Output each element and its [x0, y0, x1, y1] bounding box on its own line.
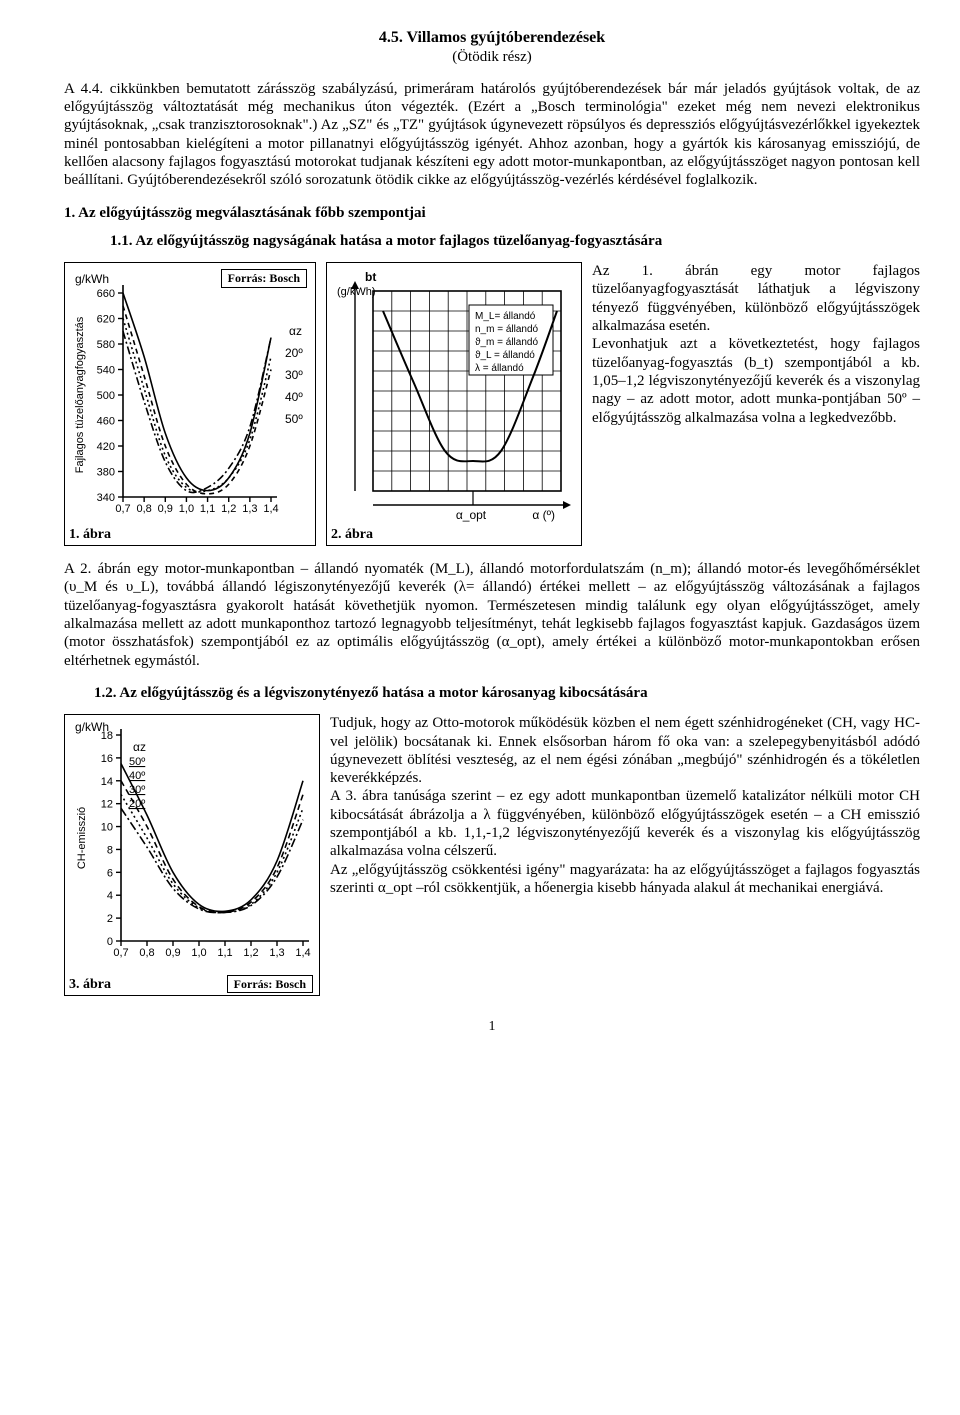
svg-text:(g/kWh): (g/kWh): [337, 286, 376, 298]
svg-text:10: 10: [101, 822, 113, 834]
svg-text:0,8: 0,8: [139, 947, 154, 959]
svg-text:1,2: 1,2: [221, 503, 236, 515]
svg-text:ϑ_L = állandó: ϑ_L = állandó: [475, 350, 535, 361]
svg-text:0,9: 0,9: [158, 503, 173, 515]
figure-1-chart: 340 380 420 460 500 540 580 620 660 0,7 0,8 0,9 1,0 1…: [69, 265, 311, 523]
section-1-1-heading: 1.1. Az előgyújtásszög nagyságának hatás…: [110, 232, 920, 250]
figure-2-frame: bt (g/kWh) M_L= állandó n_m = állandó ϑ_m = …: [326, 262, 582, 546]
svg-text:0,7: 0,7: [115, 503, 130, 515]
svg-text:1,0: 1,0: [179, 503, 194, 515]
svg-text:20º: 20º: [285, 346, 303, 360]
svg-text:6: 6: [107, 868, 113, 880]
svg-text:40º: 40º: [285, 390, 303, 404]
svg-text:1,3: 1,3: [242, 503, 257, 515]
figure-1-source: Forrás: Bosch: [221, 269, 307, 288]
section-1-2-heading: 1.2. Az előgyújtásszög és a légviszonyté…: [94, 684, 920, 702]
svg-text:660: 660: [97, 288, 115, 300]
svg-text:500: 500: [97, 390, 115, 402]
svg-text:30º: 30º: [285, 368, 303, 382]
svg-text:λ = állandó: λ = állandó: [475, 363, 524, 374]
figure-2-label: 2. ábra: [331, 526, 373, 543]
svg-text:αz: αz: [289, 324, 302, 338]
section-1-heading: 1. Az előgyújtásszög megválasztásának fő…: [64, 204, 920, 222]
svg-text:460: 460: [97, 416, 115, 428]
page-number: 1: [64, 1018, 920, 1035]
svg-text:420: 420: [97, 441, 115, 453]
svg-text:1,2: 1,2: [243, 947, 258, 959]
svg-text:8: 8: [107, 845, 113, 857]
svg-text:1,4: 1,4: [295, 947, 310, 959]
svg-text:50º: 50º: [285, 412, 303, 426]
svg-text:12: 12: [101, 799, 113, 811]
svg-text:2: 2: [107, 913, 113, 925]
svg-text:16: 16: [101, 753, 113, 765]
svg-text:20º: 20º: [129, 798, 145, 810]
svg-text:14: 14: [101, 776, 113, 788]
svg-text:αz: αz: [133, 740, 146, 754]
svg-text:ϑ_m = állandó: ϑ_m = állandó: [475, 337, 538, 348]
svg-text:α_opt: α_opt: [456, 508, 487, 522]
svg-text:n_m = állandó: n_m = állandó: [475, 324, 539, 335]
figure-1-frame: Forrás: Bosch 340 380 420 460 500 540 580 620 66…: [64, 262, 316, 546]
figure-3-frame: 0246810121416180,70,80,91,01,11,21,31,4g…: [64, 714, 320, 996]
doc-subtitle: (Ötödik rész): [64, 48, 920, 66]
svg-text:580: 580: [97, 339, 115, 351]
para-2: A 2. ábrán egy motor-munkapontban – álla…: [64, 560, 920, 670]
svg-text:g/kWh: g/kWh: [75, 272, 109, 286]
svg-text:1,1: 1,1: [217, 947, 232, 959]
svg-text:40º: 40º: [129, 770, 145, 782]
svg-text:340: 340: [97, 492, 115, 504]
figure-1-label: 1. ábra: [69, 526, 111, 543]
svg-text:30º: 30º: [129, 784, 145, 796]
figure-3-chart: 0246810121416180,70,80,91,01,11,21,31,4g…: [69, 717, 315, 971]
svg-text:620: 620: [97, 314, 115, 326]
intro-paragraph: A 4.4. cikkünkben bemutatott zárásszög s…: [64, 80, 920, 190]
figure-2-chart: bt (g/kWh) M_L= állandó n_m = állandó ϑ_m = …: [331, 265, 577, 523]
svg-text:0,8: 0,8: [136, 503, 151, 515]
svg-text:0,9: 0,9: [165, 947, 180, 959]
figure-row-2: 0246810121416180,70,80,91,01,11,21,31,4g…: [64, 714, 920, 996]
svg-text:Fajlagos tüzelőanyagfogyasztás: Fajlagos tüzelőanyagfogyasztás: [74, 316, 86, 473]
figure-3-source: Forrás: Bosch: [227, 975, 313, 994]
figure-row-1: Forrás: Bosch 340 380 420 460 500 540 580 620 66…: [64, 262, 920, 546]
svg-text:1,0: 1,0: [191, 947, 206, 959]
svg-text:1,4: 1,4: [263, 503, 278, 515]
svg-text:g/kWh: g/kWh: [75, 720, 109, 734]
svg-text:1,3: 1,3: [269, 947, 284, 959]
svg-text:α (º): α (º): [532, 508, 555, 522]
figure-1-text: Az 1. ábrán egy motor fajlagos tüzelőany…: [592, 262, 920, 546]
figure-3-label: 3. ábra: [69, 976, 111, 993]
svg-text:50º: 50º: [129, 756, 145, 768]
svg-text:0,7: 0,7: [113, 947, 128, 959]
figure-3-text: Tudjuk, hogy az Otto-motorok működésük k…: [330, 714, 920, 996]
svg-text:0: 0: [107, 936, 113, 948]
svg-text:380: 380: [97, 467, 115, 479]
doc-title: 4.5. Villamos gyújtóberendezések: [64, 28, 920, 48]
svg-text:4: 4: [107, 890, 113, 902]
svg-text:M_L= állandó: M_L= állandó: [475, 311, 536, 322]
svg-text:1,1: 1,1: [200, 503, 215, 515]
svg-text:CH-emisszió: CH-emisszió: [76, 807, 88, 869]
svg-text:540: 540: [97, 365, 115, 377]
svg-text:bt: bt: [365, 270, 376, 284]
